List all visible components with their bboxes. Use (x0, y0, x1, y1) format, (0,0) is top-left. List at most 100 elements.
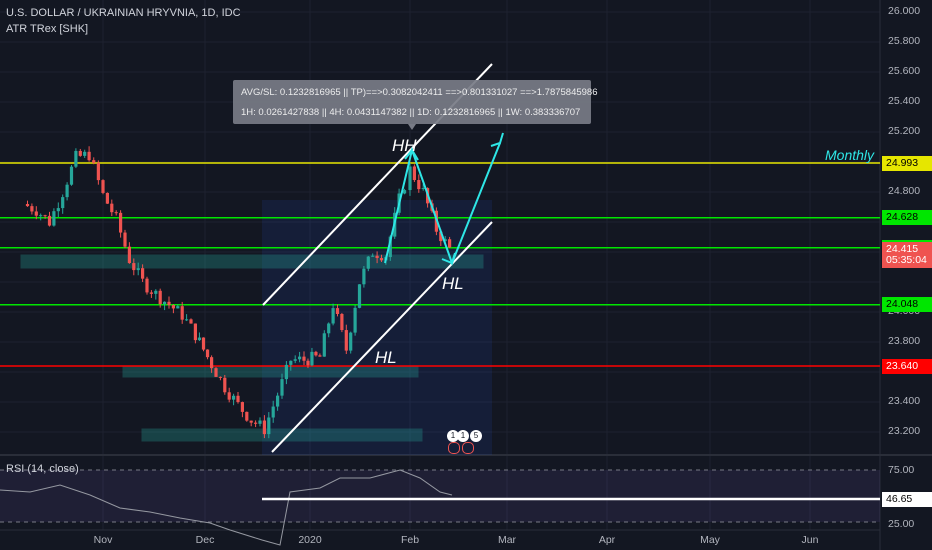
price-level-tag: 24.628 (882, 210, 932, 226)
candle-body (353, 307, 357, 333)
candle-body (123, 232, 127, 247)
candle-body (154, 290, 158, 294)
hl-annotation-lower[interactable]: HL (375, 348, 397, 367)
price-tick-label: 23.800 (888, 335, 921, 347)
candle-body (284, 364, 288, 380)
candle-body (327, 323, 331, 334)
candle-body (366, 256, 370, 269)
price-tick-label: 24.800 (888, 185, 921, 197)
tooltip-line-1: AVG/SL: 0.1232816965 || TP)==>0.30820424… (241, 87, 598, 98)
candle-body (119, 212, 123, 233)
candle-body (74, 150, 78, 167)
candle-body (127, 246, 131, 264)
candle-body (201, 337, 206, 350)
candle-body (87, 151, 91, 161)
candle-body (331, 308, 335, 324)
candle-body (298, 356, 302, 360)
support-zone-2 (122, 365, 419, 378)
event-badge-1[interactable]: 1 (447, 430, 459, 442)
time-tick-label: Dec (195, 534, 215, 546)
candle-body (302, 356, 306, 361)
candle-body (189, 319, 193, 324)
arrow-head-hh (404, 148, 419, 161)
candle-body (306, 360, 310, 366)
time-tick-label: Nov (93, 534, 113, 546)
candle-body (171, 305, 175, 309)
candle-body (293, 359, 297, 361)
projection-path (384, 142, 501, 266)
arrow-head-hl (441, 252, 456, 265)
candle-body (223, 377, 227, 393)
symbol-title: U.S. DOLLAR / UKRAINIAN HRYVNIA, 1D, IDC (6, 7, 241, 19)
price-level-tag: 24.993 (882, 155, 932, 171)
candle-body (101, 180, 105, 193)
time-tick-label: May (700, 534, 720, 546)
candle-body (375, 255, 379, 259)
tooltip-line-2: 1H: 0.0261427838 || 4H: 0.0431147382 || … (241, 107, 581, 118)
candle-body (149, 292, 153, 294)
price-level-tag: 05:35:04 (882, 252, 932, 268)
candle-body (276, 395, 280, 407)
candle-body (176, 306, 180, 309)
channel-line-lower (271, 221, 493, 453)
price-tick-label: 23.200 (888, 425, 921, 437)
candle-body (267, 417, 271, 435)
indicator-label[interactable]: ATR TRex [SHK] (6, 23, 89, 35)
tooltip-pointer (408, 124, 416, 130)
candle-body (83, 151, 87, 156)
rsi-label[interactable]: RSI (14, close) (6, 463, 79, 475)
rsi-band (0, 470, 880, 522)
candle-body (271, 406, 275, 418)
candle-body (262, 420, 266, 435)
flag-icon-1[interactable] (448, 442, 460, 454)
candle-body (245, 411, 249, 421)
candle-body (47, 215, 52, 226)
candle-body (61, 197, 65, 209)
arrow-head-target (490, 132, 504, 147)
candle-body (280, 379, 284, 396)
price-tick-label: 25.200 (888, 125, 921, 137)
time-tick-label: Jun (801, 534, 819, 546)
candle-body (180, 306, 184, 320)
candle-body (92, 160, 96, 163)
candle-body (289, 360, 293, 365)
candle-body (421, 188, 425, 190)
candle-body (56, 208, 60, 212)
candle-body (310, 351, 314, 366)
candle-body (105, 192, 109, 204)
candle-body (197, 337, 202, 341)
candle-body (371, 255, 375, 257)
candle-body (141, 268, 145, 279)
price-level-tag: 23.640 (882, 358, 932, 374)
candle-body (132, 263, 136, 271)
hh-annotation[interactable]: HH (392, 136, 417, 155)
candle-body (322, 333, 326, 357)
candle-body (163, 301, 167, 305)
price-tick-label: 25.400 (888, 95, 921, 107)
candle-body (236, 395, 240, 403)
time-tick-label: Mar (497, 534, 517, 546)
candle-body (52, 211, 56, 226)
candle-body (439, 231, 443, 242)
candle-body (344, 330, 348, 351)
candle-body (25, 204, 30, 207)
candle-body (214, 368, 218, 377)
event-badge-3[interactable]: 5 (470, 430, 482, 442)
flag-icon-2[interactable] (462, 442, 474, 454)
candle-body (218, 376, 222, 378)
monthly-annotation[interactable]: Monthly (825, 147, 875, 163)
candle-body (210, 357, 214, 369)
time-tick-label: Feb (400, 534, 420, 546)
candle-body (417, 180, 421, 190)
hl-annotation-upper[interactable]: HL (442, 274, 464, 293)
event-badge-2[interactable]: 1 (457, 430, 469, 442)
rsi-tick-75: 75.00 (888, 464, 915, 476)
candle-body (448, 239, 452, 248)
candle-body (258, 420, 262, 424)
rsi-line (0, 469, 453, 546)
candle-body (362, 268, 366, 285)
candle-body (412, 166, 416, 181)
candle-body (43, 215, 47, 217)
candle-body (30, 206, 34, 212)
